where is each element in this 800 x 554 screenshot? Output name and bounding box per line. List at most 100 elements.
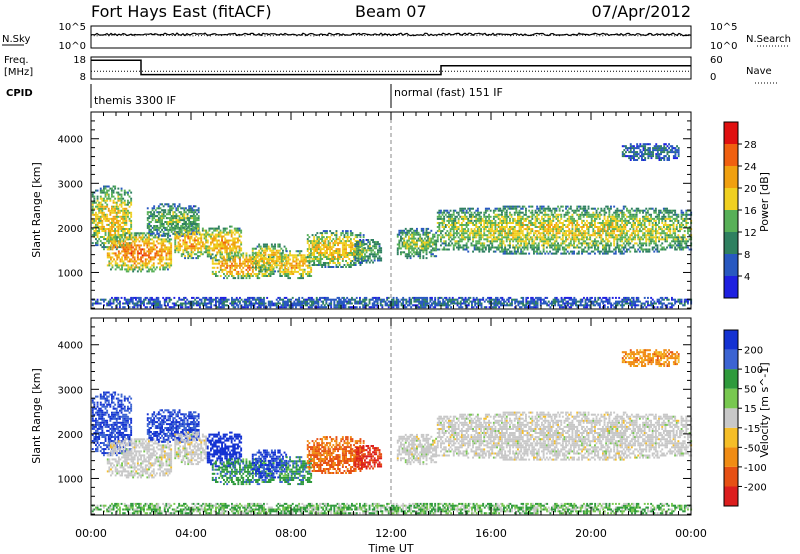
power-cell xyxy=(280,260,283,263)
power-cell xyxy=(242,270,245,273)
power-cell xyxy=(233,245,236,248)
power-cell xyxy=(528,240,531,243)
power-cell xyxy=(205,245,208,248)
power-cell xyxy=(130,246,133,249)
power-cell xyxy=(213,227,216,230)
power-cell xyxy=(640,236,643,239)
power-cell xyxy=(98,203,101,206)
power-cell xyxy=(318,236,320,239)
power-cell xyxy=(541,224,543,226)
power-cell xyxy=(443,246,446,249)
power-cell xyxy=(525,213,527,216)
power-cell xyxy=(632,246,635,249)
power-cell xyxy=(507,236,510,239)
power-cell xyxy=(348,236,351,239)
power-cell xyxy=(308,273,311,275)
power-cell xyxy=(224,237,227,240)
power-cell xyxy=(306,264,309,267)
power-cell xyxy=(603,215,606,218)
power-cell xyxy=(119,260,122,263)
power-cell xyxy=(136,256,139,259)
power-cell xyxy=(621,217,624,220)
power-cell xyxy=(188,253,191,256)
power-cell xyxy=(587,228,590,231)
power-cell xyxy=(174,235,177,238)
power-cell xyxy=(108,248,111,251)
power-cell xyxy=(544,211,547,214)
power-cell xyxy=(161,203,163,206)
power-cell xyxy=(104,246,107,249)
power-cell xyxy=(621,244,624,247)
power-cell xyxy=(251,275,254,277)
power-cell xyxy=(125,270,128,273)
power-cell xyxy=(193,227,196,230)
power-cell xyxy=(174,237,177,240)
power-cell xyxy=(214,247,217,250)
power-cell xyxy=(277,251,280,254)
power-cell xyxy=(214,237,217,240)
power-cell xyxy=(91,201,94,204)
power-cell xyxy=(253,258,256,261)
power-cell xyxy=(534,242,537,245)
power-cell xyxy=(416,249,418,252)
power-cell xyxy=(167,264,169,267)
power-cell xyxy=(521,226,524,228)
power-cell xyxy=(491,242,494,245)
power-cell xyxy=(586,224,588,226)
power-cell xyxy=(605,246,608,249)
power-cell xyxy=(573,242,575,245)
power-cell xyxy=(124,252,127,255)
power-cell xyxy=(99,240,102,243)
power-cell xyxy=(119,228,121,230)
power-cell xyxy=(237,254,240,257)
power-cell xyxy=(560,217,563,220)
power-cell xyxy=(130,213,133,216)
power-cell xyxy=(539,250,542,253)
power-cell xyxy=(107,223,110,226)
power-cell xyxy=(124,240,127,243)
power-cell xyxy=(278,245,281,248)
power-cell xyxy=(190,247,193,250)
power-cell xyxy=(345,266,347,268)
cpid-label: CPID xyxy=(6,88,33,99)
power-cell xyxy=(345,246,347,249)
power-cell xyxy=(149,258,152,261)
power-cell xyxy=(261,275,264,277)
power-cell xyxy=(624,244,627,247)
power-cell xyxy=(365,261,368,264)
power-cell xyxy=(103,207,105,210)
power-cell xyxy=(419,233,422,236)
power-cell xyxy=(622,248,625,251)
power-cell xyxy=(169,205,171,208)
power-cell xyxy=(129,268,131,271)
power-cell xyxy=(571,226,574,228)
power-cell xyxy=(111,246,114,249)
power-cell xyxy=(472,222,474,224)
power-cell xyxy=(160,252,163,255)
power-cell xyxy=(531,228,534,231)
power-cell xyxy=(449,236,452,239)
power-cell xyxy=(398,233,401,236)
power-cell xyxy=(101,215,104,218)
power-cell xyxy=(475,244,478,247)
power-cell xyxy=(523,248,526,251)
power-cell xyxy=(502,209,505,212)
power-cell xyxy=(152,242,155,245)
power-cell xyxy=(170,246,173,249)
power-cell xyxy=(200,253,203,256)
power-cell xyxy=(225,259,228,262)
power-cell xyxy=(112,199,115,202)
power-cell xyxy=(110,268,112,271)
power-cell xyxy=(96,199,99,202)
power-cell xyxy=(464,213,466,216)
power-cell xyxy=(616,236,619,239)
power-cell xyxy=(558,246,561,249)
power-cell xyxy=(143,240,146,243)
power-cell xyxy=(107,228,110,230)
power-cell xyxy=(245,254,248,257)
power-cell xyxy=(159,230,162,233)
power-cell xyxy=(313,252,316,254)
power-cell xyxy=(274,260,276,263)
power-cell xyxy=(170,230,173,233)
power-cell xyxy=(263,254,265,257)
